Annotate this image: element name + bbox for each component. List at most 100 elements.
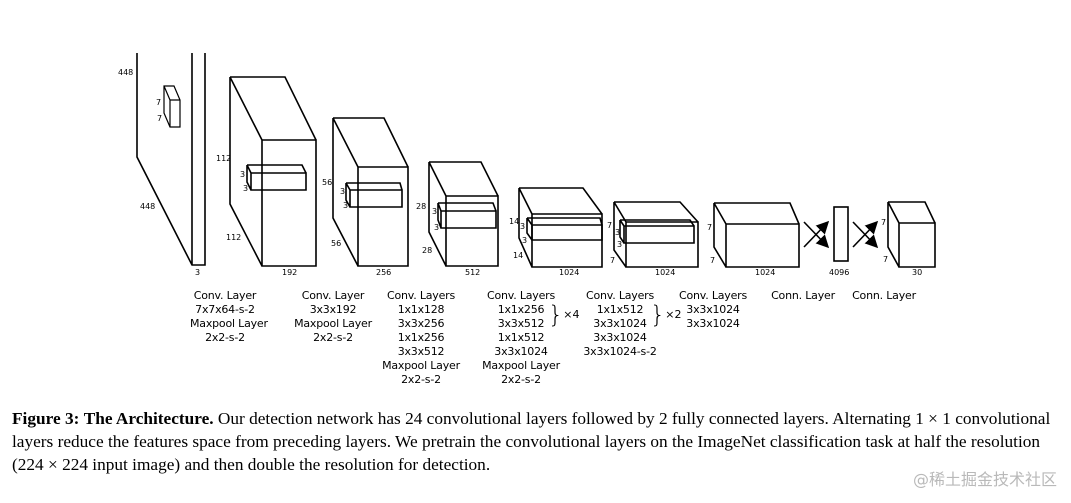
input-kernel-label: 7 — [156, 98, 161, 107]
input-depth-label: 3 — [195, 268, 200, 277]
layer-spec: 7x7x64-s-2 — [195, 303, 255, 316]
width-label: 56 — [331, 239, 341, 248]
block-outline — [887, 201, 936, 268]
layer-heading: Conn. Layer — [771, 289, 835, 302]
repeat-count: ×4 — [563, 308, 580, 321]
layer-spec: 2x2-s-2 — [501, 373, 541, 386]
block-outline — [428, 161, 499, 267]
layer-spec: Maxpool Layer — [294, 317, 372, 330]
width-label: 28 — [422, 246, 432, 255]
height-label: 28 — [416, 202, 426, 211]
layer-spec: 3x3x512 — [497, 317, 545, 330]
kernel-size-label: 3 — [615, 228, 620, 237]
layer-spec: 1x1x512 — [497, 331, 545, 344]
height-label: 112 — [216, 154, 231, 163]
block-outline — [229, 76, 317, 267]
kernel-size-label: 3 — [340, 187, 345, 196]
depth-label: 192 — [282, 268, 297, 277]
layer-spec: 3x3x1024 — [686, 317, 740, 330]
feature-map-block-6: 7 7 1024 — [707, 202, 800, 277]
kernel-size-label: 3 — [243, 184, 248, 193]
layer-column-2: Conv. Layer 3x3x192 Maxpool Layer 2x2-s-2 — [293, 289, 373, 345]
layer-column-4: Conv. Layers 1x1x256 3x3x512 1x1x512 3x3x102… — [478, 289, 564, 387]
layer-column-8: Conn. Layer — [844, 289, 924, 303]
repeat-count: ×2 — [665, 308, 682, 321]
layer-spec: 3x3x1024 — [686, 303, 740, 316]
layer-spec: 3x3x1024 — [593, 317, 647, 330]
kernel-box — [526, 217, 603, 241]
kernel-box — [619, 219, 695, 244]
height-label: 56 — [322, 178, 332, 187]
layer-spec: 3x3x1024 — [494, 345, 548, 358]
depth-label: 1024 — [755, 268, 775, 277]
block-outline — [613, 201, 699, 268]
feature-map-block-1: 3 3 112 112 192 — [216, 76, 317, 277]
depth-label: 256 — [376, 268, 391, 277]
width-label: 7 — [710, 256, 715, 265]
fc-connection-1 — [803, 220, 830, 249]
input-kernel — [163, 85, 181, 128]
layer-spec: 2x2-s-2 — [205, 331, 245, 344]
layer-heading: Conv. Layer — [193, 289, 257, 302]
layer-column-6: Conv. Layers 3x3x1024 3x3x1024 — [673, 289, 753, 331]
feature-map-block-2: 3 3 56 56 256 — [322, 117, 409, 277]
layer-spec: 2x2-s-2 — [313, 331, 353, 344]
layer-spec: 3x3x512 — [397, 345, 445, 358]
layer-heading: Conv. Layer — [301, 289, 365, 302]
feature-map-block-8: 7 7 30 — [881, 201, 936, 277]
width-label: 14 — [513, 251, 523, 260]
depth-label: 30 — [912, 268, 922, 277]
layer-spec: 1x1x256 — [397, 331, 445, 344]
layer-spec: 1x1x512 — [596, 303, 644, 316]
depth-label: 1024 — [559, 268, 579, 277]
kernel-size-label: 3 — [343, 201, 348, 210]
kernel-box — [437, 202, 497, 229]
layer-column-7: Conn. Layer — [763, 289, 843, 303]
width-label: 7 — [610, 256, 615, 265]
fc-connection-2 — [852, 220, 879, 249]
layer-spec: Maxpool Layer — [190, 317, 268, 330]
caption-text: Our detection network has 24 convolution… — [12, 409, 1051, 474]
height-label: 7 — [881, 218, 886, 227]
height-label: 7 — [707, 223, 712, 232]
input-kernel-label: 7 — [157, 114, 162, 123]
block-outline — [713, 202, 800, 268]
figure-caption: Figure 3: The Architecture. Our detectio… — [12, 407, 1062, 476]
watermark: @稀土掘金技术社区 — [912, 470, 1057, 489]
layer-column-1: Conv. Layer 7x7x64-s-2 Maxpool Layer 2x2-s-… — [190, 289, 268, 345]
layer-spec: 3x3x1024 — [593, 331, 647, 344]
layer-spec: Maxpool Layer — [482, 359, 560, 372]
kernel-size-label: 3 — [240, 170, 245, 179]
block-outline — [332, 117, 409, 267]
fc-depth-label: 4096 — [829, 268, 849, 277]
height-label: 7 — [607, 221, 612, 230]
repeat-brace-x2: }×2 — [650, 301, 682, 329]
layer-column-5: Conv. Layers 1x1x512 3x3x1024 3x3x1024 3x3x1… — [578, 289, 662, 359]
kernel-box — [345, 182, 403, 208]
depth-label: 1024 — [655, 268, 675, 277]
feature-map-block-3: 3 3 28 28 512 — [416, 161, 499, 277]
height-label: 14 — [509, 217, 519, 226]
depth-label: 512 — [465, 268, 480, 277]
kernel-size-label: 3 — [434, 223, 439, 232]
layer-heading: Conv. Layers — [386, 289, 456, 302]
kernel-size-label: 3 — [617, 240, 622, 249]
layer-spec: Maxpool Layer — [382, 359, 460, 372]
caption-label: Figure 3: — [12, 409, 80, 428]
block-outline — [518, 187, 603, 268]
layer-heading: Conv. Layers — [678, 289, 748, 302]
input-width-label: 448 — [140, 202, 155, 211]
fc-4096-layer — [833, 206, 849, 262]
width-label: 112 — [226, 233, 241, 242]
layer-spec: 1x1x256 — [497, 303, 545, 316]
layer-spec: 3x3x1024-s-2 — [583, 345, 657, 358]
kernel-size-label: 3 — [432, 207, 437, 216]
caption-title: The Architecture. — [83, 409, 214, 428]
layer-spec: 3x3x256 — [397, 317, 445, 330]
layer-heading: Conv. Layers — [486, 289, 556, 302]
repeat-brace-x4: }×4 — [548, 301, 580, 329]
width-label: 7 — [883, 255, 888, 264]
layer-heading: Conv. Layers — [585, 289, 655, 302]
